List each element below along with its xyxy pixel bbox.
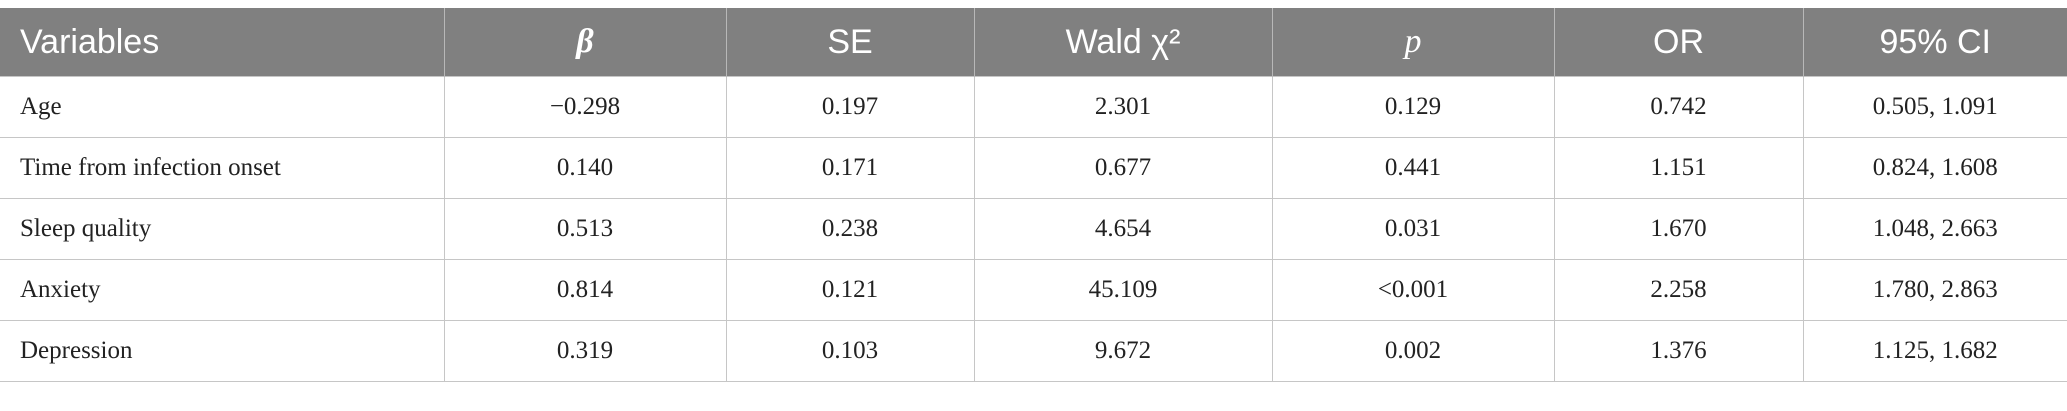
header-cell: OR [1553,8,1803,77]
cell: 0.814 [443,259,727,321]
cell: 0.505, 1.091 [1802,76,2067,138]
cell: 1.376 [1553,320,1804,382]
cell: 0.677 [973,137,1273,199]
header-cell: 95% CI [1802,8,2067,77]
header-cell: Variables [0,8,444,77]
cell: 1.670 [1553,198,1804,260]
cell: 0.197 [725,76,975,138]
cell: 0.824, 1.608 [1802,137,2067,199]
cell: 0.441 [1271,137,1555,199]
cell: 0.140 [443,137,727,199]
header-cell: SE [725,8,974,77]
cell: 45.109 [973,259,1273,321]
cell: 0.103 [725,320,975,382]
cell: <0.001 [1271,259,1555,321]
row-label: Depression [0,320,445,382]
cell: 0.319 [443,320,727,382]
cell: 1.151 [1553,137,1804,199]
header-cell: p [1271,8,1554,77]
table-row: Anxiety 0.814 0.121 45.109 <0.001 2.258 1.780,… [0,259,2067,321]
cell: 0.031 [1271,198,1555,260]
table-row: Age −0.298 0.197 2.301 0.129 0.742 0.505, 1.09… [0,76,2067,138]
cell: 1.780, 2.863 [1802,259,2067,321]
cell: 9.672 [973,320,1273,382]
cell: 4.654 [973,198,1273,260]
header-cell: β [443,8,726,77]
cell: 0.171 [725,137,975,199]
table-row: Sleep quality 0.513 0.238 4.654 0.031 1.670 1.… [0,198,2067,260]
cell: 1.048, 2.663 [1802,198,2067,260]
row-label: Sleep quality [0,198,445,260]
cell: −0.298 [443,76,727,138]
table-row: Depression 0.319 0.103 9.672 0.002 1.376 1.125… [0,320,2067,382]
cell: 0.121 [725,259,975,321]
row-label: Anxiety [0,259,445,321]
cell: 2.258 [1553,259,1804,321]
data-table: Variables β SE Wald χ² p OR 95% CI Age −0.298 0.… [0,8,2067,382]
cell: 2.301 [973,76,1273,138]
table-row: Time from infection onset 0.140 0.171 0.677… [0,137,2067,199]
header-row: Variables β SE Wald χ² p OR 95% CI [0,8,2067,77]
header-cell: Wald χ² [973,8,1272,77]
row-label: Time from infection onset [0,137,445,199]
cell: 0.238 [725,198,975,260]
cell: 0.002 [1271,320,1555,382]
row-label: Age [0,76,445,138]
cell: 0.513 [443,198,727,260]
cell: 0.742 [1553,76,1804,138]
cell: 0.129 [1271,76,1555,138]
cell: 1.125, 1.682 [1802,320,2067,382]
page: Variables β SE Wald χ² p OR 95% CI Age −0.298 0.… [0,8,2067,411]
table-body: Age −0.298 0.197 2.301 0.129 0.742 0.505, 1.09… [0,76,2067,382]
